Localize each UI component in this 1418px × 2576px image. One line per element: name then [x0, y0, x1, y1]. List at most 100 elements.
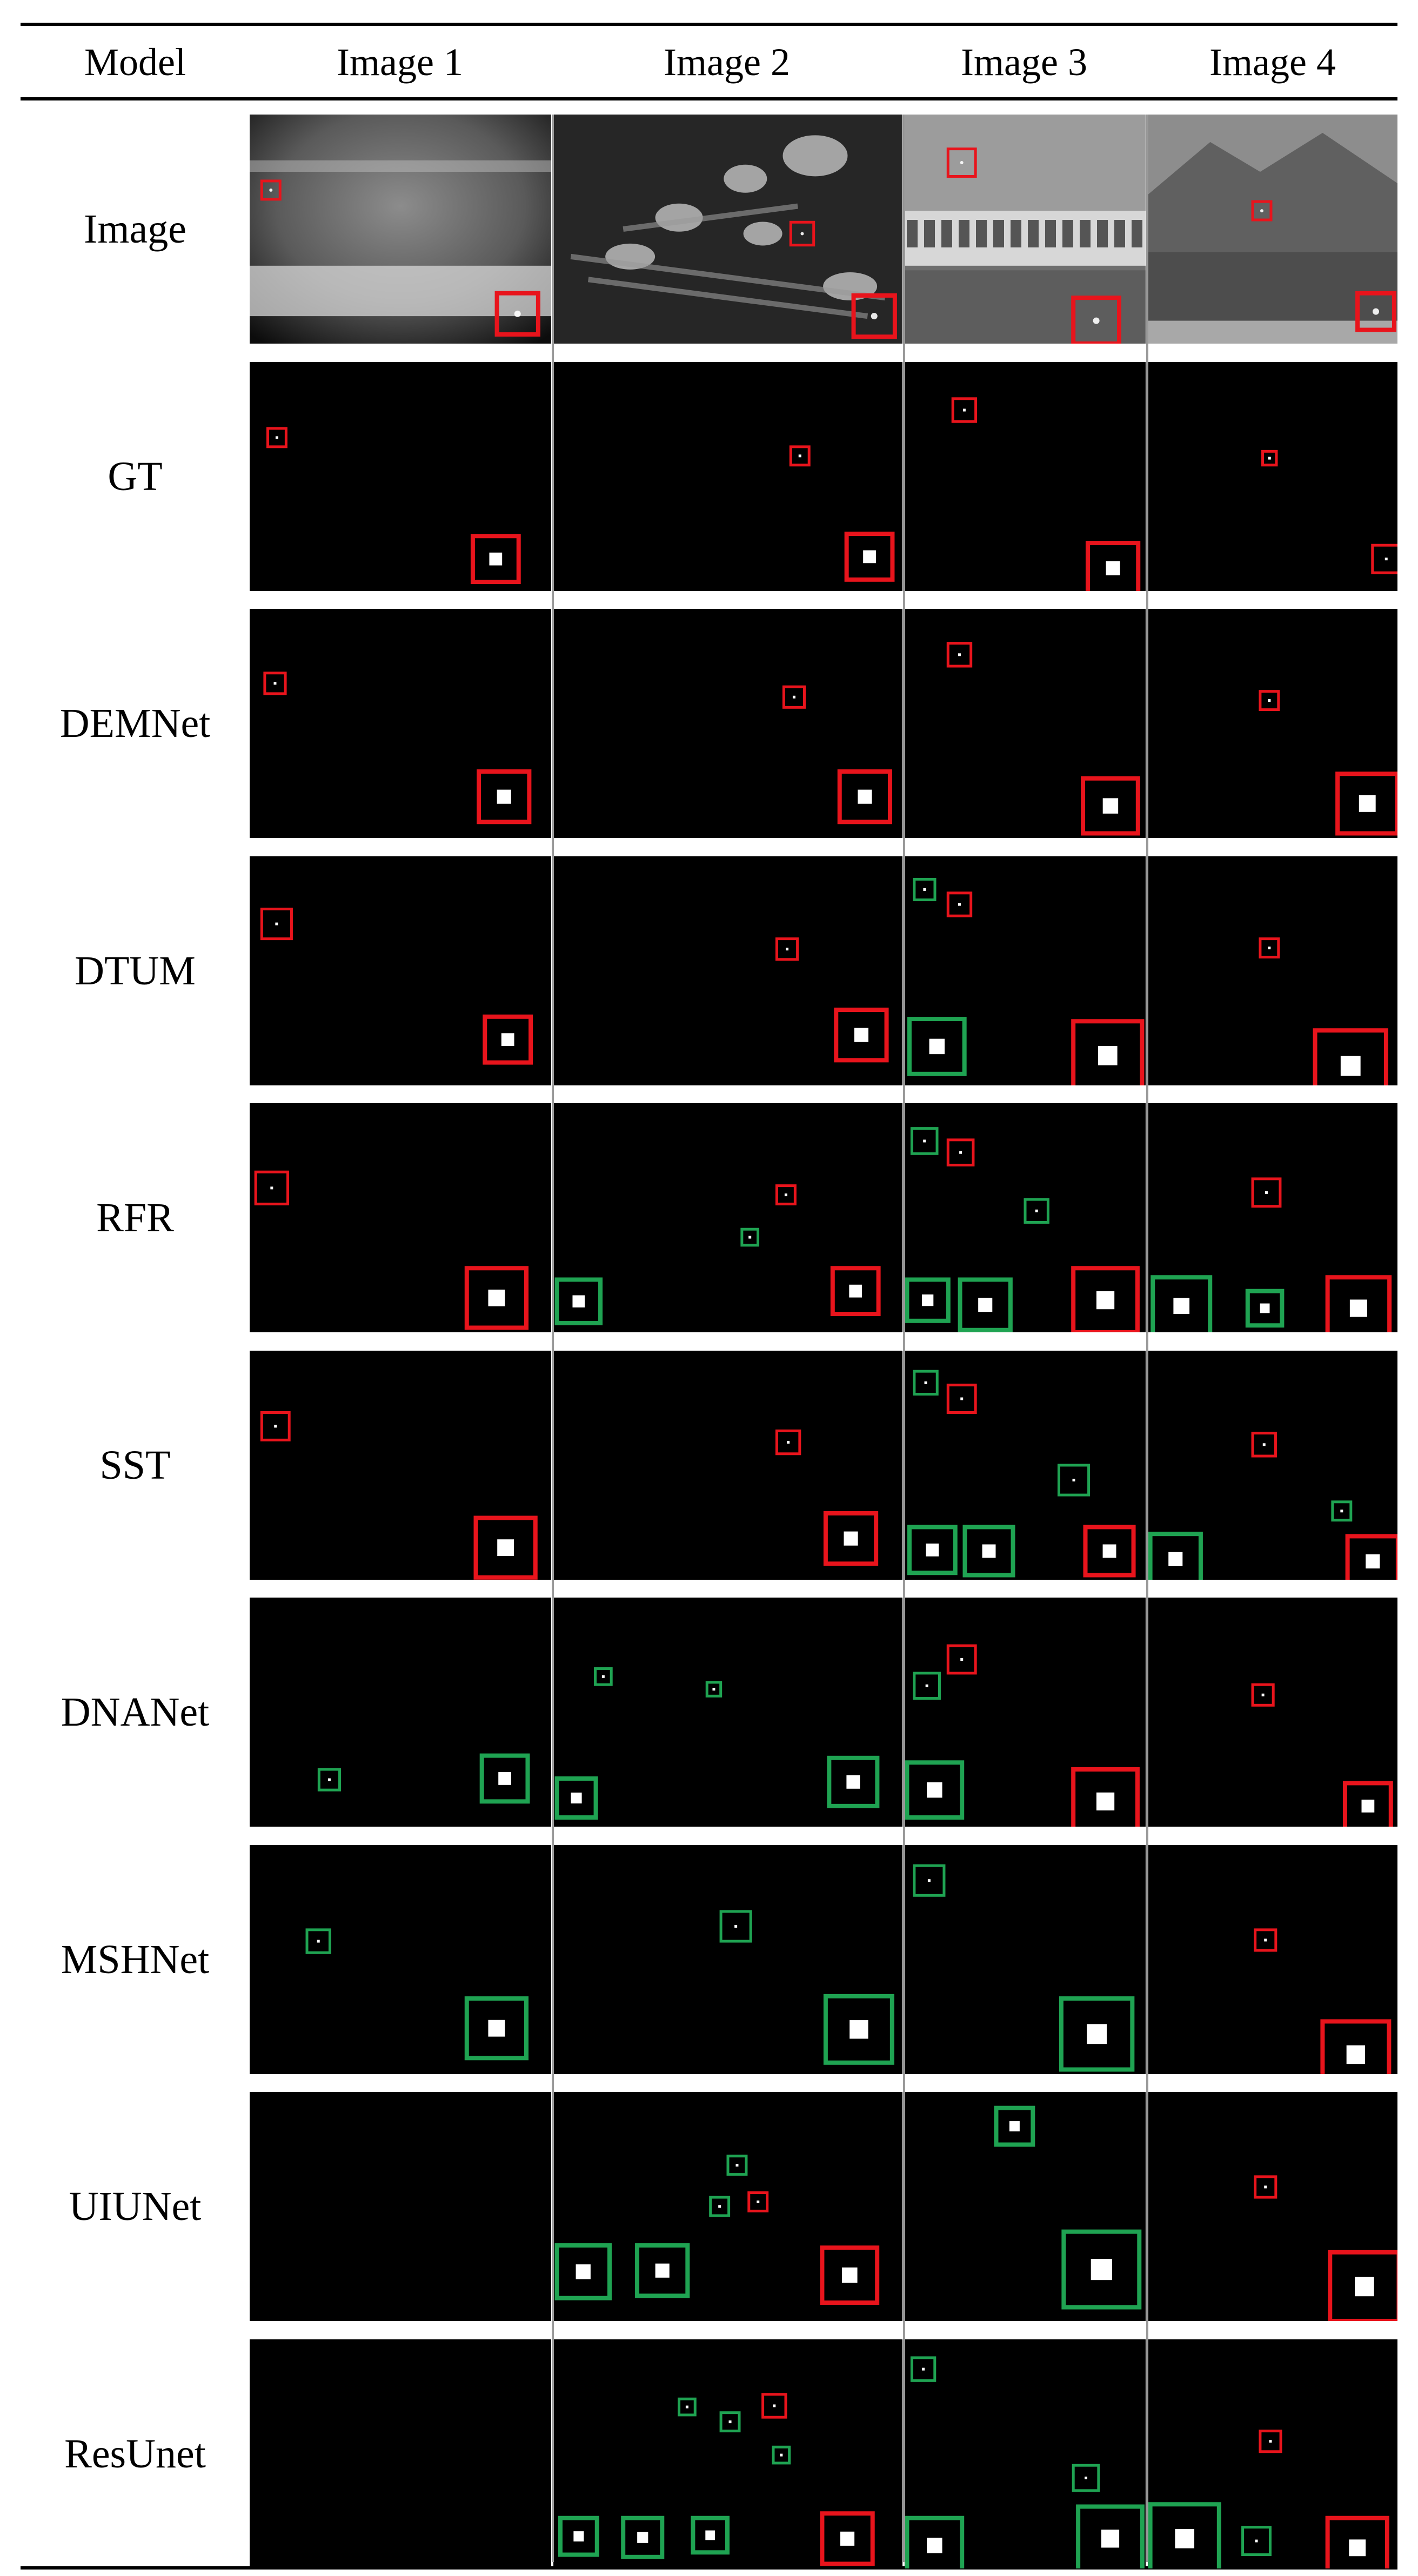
false-alarm-box — [554, 1277, 603, 1326]
true-detection-box — [1371, 544, 1397, 574]
true-detection-box — [1083, 1525, 1136, 1578]
false-alarm-box — [554, 2243, 612, 2300]
target-blob — [1168, 1552, 1183, 1566]
detection-map-cell — [250, 1598, 551, 1827]
target-blob — [718, 2205, 721, 2208]
target-blob — [1265, 1191, 1268, 1194]
column-divider — [1146, 115, 1148, 2562]
detection-map-cell — [250, 2339, 551, 2568]
true-detection-box — [1254, 1928, 1277, 1952]
detection-map-cell — [1148, 2339, 1397, 2568]
row-label: RFR — [96, 1195, 174, 1240]
true-detection-box — [851, 293, 897, 339]
false-alarm-box — [554, 1776, 598, 1820]
infrared-image-cell — [553, 115, 902, 344]
true-detection-box — [1251, 200, 1273, 222]
target-blob — [1264, 1938, 1267, 1942]
target-blob — [273, 682, 277, 685]
target-blob — [270, 1186, 273, 1190]
target-blob — [275, 922, 278, 925]
target-blob — [489, 552, 503, 566]
false-alarm-box — [1241, 2526, 1272, 2557]
target-blob — [958, 903, 961, 906]
target-blob — [927, 2538, 942, 2553]
true-detection-box — [254, 1170, 290, 1206]
target-blob — [488, 1289, 505, 1306]
detection-map-cell — [1148, 1103, 1397, 1332]
target-blob — [784, 1193, 787, 1197]
target-blob — [844, 1531, 858, 1546]
target-blob — [1101, 2530, 1120, 2548]
target-blob — [923, 888, 926, 891]
false-alarm-box — [705, 1681, 723, 1698]
true-detection-box — [1071, 1767, 1140, 1827]
detection-map-cell — [905, 1598, 1146, 1827]
detection-map-cell — [250, 856, 551, 1085]
target-blob — [497, 1539, 514, 1557]
target-blob — [927, 1782, 942, 1798]
target-blob — [514, 310, 521, 317]
target-blob — [501, 1033, 514, 1046]
true-detection-box — [260, 1411, 291, 1441]
target-blob — [1373, 308, 1379, 315]
detection-map-cell — [553, 1598, 902, 1827]
true-detection-box — [1071, 1019, 1145, 1085]
true-detection-box — [830, 1266, 881, 1317]
true-detection-box — [775, 1184, 797, 1206]
false-alarm-box — [1059, 1996, 1135, 2072]
false-alarm-box — [907, 1017, 967, 1076]
target-blob — [962, 408, 966, 412]
true-detection-box — [789, 220, 815, 247]
target-blob — [1349, 1299, 1367, 1317]
target-blob — [498, 1772, 511, 1785]
target-blob — [780, 2453, 783, 2457]
false-alarm-box — [772, 2445, 791, 2465]
target-blob — [1102, 798, 1119, 814]
false-alarm-box — [1057, 1464, 1091, 1497]
target-blob — [863, 550, 876, 564]
false-alarm-box — [1148, 2502, 1221, 2568]
true-detection-box — [844, 532, 895, 582]
detection-map-cell — [250, 1351, 551, 1580]
header-image-1: Image 1 — [337, 41, 463, 84]
false-alarm-box — [823, 1994, 894, 2065]
column-divider — [903, 115, 905, 2562]
false-alarm-box — [719, 1910, 752, 1943]
false-alarm-box — [621, 2515, 665, 2559]
header-image-2: Image 2 — [664, 41, 790, 84]
true-detection-box — [946, 642, 973, 668]
target-blob — [929, 1038, 945, 1055]
detection-map-cell — [553, 856, 902, 1085]
target-blob — [488, 2020, 505, 2037]
true-detection-box — [1325, 2515, 1389, 2568]
true-detection-box — [837, 769, 892, 824]
target-blob — [734, 1925, 738, 1928]
true-detection-box — [1254, 2175, 1277, 2199]
row-label: SST — [99, 1443, 171, 1488]
false-alarm-box — [905, 2515, 965, 2568]
target-blob — [317, 1940, 320, 1943]
target-blob — [274, 1425, 277, 1428]
row-label: Image — [84, 206, 186, 252]
false-alarm-box — [905, 1277, 951, 1323]
detection-map-cell — [1148, 856, 1397, 1085]
true-detection-box — [1325, 1275, 1392, 1332]
true-detection-box — [464, 1266, 529, 1330]
target-blob — [926, 1544, 939, 1557]
false-alarm-box — [1331, 1500, 1353, 1522]
true-detection-box — [266, 427, 287, 448]
detection-map-cell — [1148, 1351, 1397, 1580]
target-blob — [854, 1028, 868, 1042]
target-blob — [1093, 317, 1100, 324]
true-detection-box — [1071, 296, 1122, 344]
table-top-rule — [21, 23, 1397, 26]
false-alarm-box — [913, 1370, 939, 1396]
true-detection-box — [494, 291, 540, 337]
target-blob — [1355, 2277, 1374, 2297]
row-label: ResUnet — [64, 2431, 206, 2477]
true-detection-box — [946, 147, 977, 178]
false-alarm-box — [594, 1667, 613, 1686]
target-blob — [959, 1151, 962, 1154]
detection-map-cell — [905, 2339, 1146, 2568]
detection-map-cell — [553, 2092, 902, 2321]
